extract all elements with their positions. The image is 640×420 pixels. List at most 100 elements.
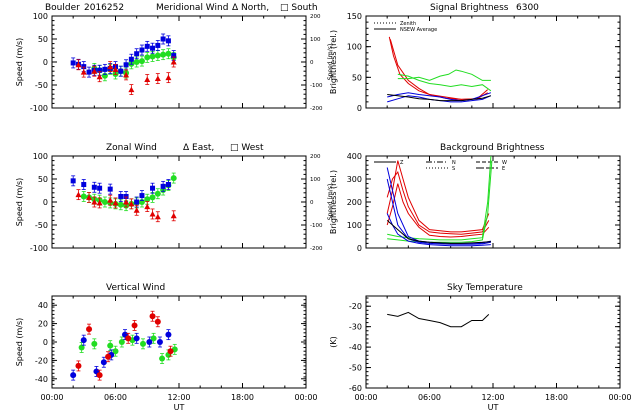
series-line: [397, 69, 491, 81]
series-line: [386, 160, 490, 233]
y-tick-label: 0: [43, 198, 48, 207]
data-point-circle: [154, 190, 161, 197]
data-point-triangle: [128, 200, 135, 207]
legend-label: N: [452, 160, 456, 166]
series-line: [386, 171, 490, 235]
data-point-circle: [80, 337, 87, 344]
y-tick-label: -50: [349, 364, 362, 373]
y-axis-label: (K): [329, 336, 338, 348]
series-line: [387, 311, 490, 328]
data-point-square: [160, 183, 166, 189]
y-tick-label: 100: [33, 12, 48, 21]
data-point-square: [139, 193, 145, 199]
data-point-square: [165, 182, 171, 188]
y-right-tick-label: -200: [310, 106, 323, 112]
data-point-square: [123, 193, 129, 199]
panel-zonal: Zonal Wind Δ East, □ West -100 -50 0 50 100 -200…: [15, 143, 334, 253]
data-point-triangle: [91, 68, 98, 74]
panel-title: □ South: [280, 3, 318, 13]
data-point-circle: [107, 342, 114, 349]
data-point-triangle: [144, 76, 151, 82]
x-tick-label: 00:00: [40, 393, 63, 402]
x-tick-label: 06:00: [418, 393, 441, 402]
y-right-tick-label: 0: [310, 200, 314, 206]
data-point-square: [97, 185, 103, 191]
data-point-circle: [138, 58, 145, 65]
data-point-square: [81, 64, 87, 70]
data-point-triangle: [112, 66, 119, 72]
panel-vertical: Vertical Wind -40 -20 0 20 40 Speed (m/s) 00:00…: [15, 283, 318, 412]
data-point-square: [70, 178, 76, 184]
y-right-tick-label: 200: [310, 14, 321, 20]
data-point-circle: [70, 372, 77, 379]
y-tick-label: 150: [347, 12, 362, 21]
data-layer: [387, 311, 490, 328]
legend-label: E: [502, 166, 505, 172]
legend-label: S: [452, 166, 455, 172]
y-tick-label: -50: [35, 221, 48, 230]
y-right-tick-label: 200: [310, 154, 321, 160]
data-point-circle: [75, 362, 82, 369]
plot-frame: [365, 295, 621, 389]
y-tick-label: 100: [33, 152, 48, 161]
panel-background: Background Brightness 0 100 200 300 400 Bright…: [329, 143, 621, 253]
legend-label: Zenith: [400, 21, 416, 27]
y-right-tick-label: 100: [310, 37, 321, 43]
data-point-circle: [112, 348, 119, 355]
data-point-circle: [133, 335, 140, 342]
data-point-triangle: [91, 199, 98, 205]
data-point-triangle: [128, 86, 135, 93]
data-point-circle: [165, 331, 172, 338]
legend-label: W: [502, 160, 507, 166]
data-point-triangle: [86, 194, 93, 200]
y-tick-label: -30: [349, 323, 362, 332]
data-point-triangle: [75, 191, 82, 198]
legend-label: NSEW Average: [400, 27, 437, 33]
data-point-square: [118, 68, 124, 74]
data-point-square: [128, 56, 134, 62]
y-right-tick-label: -100: [310, 83, 323, 89]
data-point-square: [102, 66, 108, 72]
y-tick-label: -20: [349, 302, 362, 311]
y-right-tick-label: -200: [310, 246, 323, 252]
data-point-triangle: [96, 73, 103, 80]
y-axis-label: Brightness (rel.): [329, 170, 338, 234]
data-point-circle: [159, 355, 166, 362]
series-line: [387, 160, 493, 243]
y-right-axis-label: Speed (m/s): [327, 184, 334, 220]
data-point-circle: [144, 196, 151, 203]
data-point-circle: [117, 201, 124, 208]
data-point-square: [123, 62, 129, 68]
data-point-triangle: [149, 210, 156, 217]
panel-title: □ West: [230, 143, 264, 153]
data-point-square: [150, 45, 156, 51]
series-line: [388, 36, 488, 100]
data-point-triangle: [112, 199, 119, 206]
data-point-triangle: [144, 203, 151, 210]
y-tick-label: -40: [35, 375, 48, 384]
data-layer: [70, 310, 178, 381]
y-axis-label: Speed (m/s): [15, 178, 24, 227]
data-layer: [70, 172, 177, 223]
data-point-square: [107, 186, 113, 192]
y-tick-label: 50: [38, 35, 48, 44]
y-tick-label: -50: [35, 81, 48, 90]
data-point-triangle: [165, 74, 172, 81]
data-point-circle: [149, 313, 156, 320]
x-tick-label: 00:00: [608, 393, 631, 402]
legend-label: Z: [400, 160, 404, 166]
data-point-square: [134, 199, 140, 205]
y-tick-label: 0: [43, 58, 48, 67]
y-tick-label: 50: [352, 73, 362, 82]
x-tick-label: 06:00: [104, 393, 127, 402]
data-point-square: [86, 69, 92, 75]
panel-sky: Sky Temperature -60 -50 -40 -30 -20 (K) 00:00 06…: [329, 283, 632, 412]
series-line: [387, 92, 492, 102]
y-tick-label: -40: [349, 343, 362, 352]
y-right-tick-label: 100: [310, 177, 321, 183]
data-point-circle: [91, 340, 98, 347]
plot-frame: [365, 155, 621, 249]
series-line: [397, 73, 492, 92]
data-point-triangle: [107, 197, 114, 203]
